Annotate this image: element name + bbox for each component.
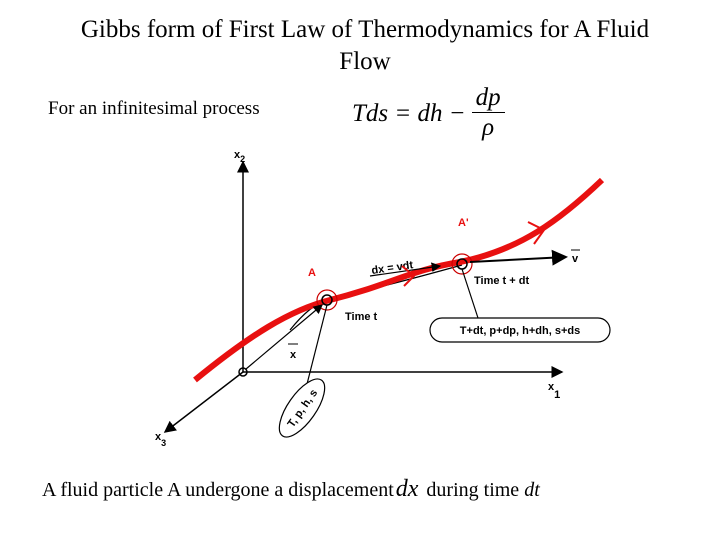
- displacement-label: dx = vdt: [371, 259, 414, 277]
- x3-axis: [163, 371, 244, 433]
- particle-t-dt: [451, 253, 473, 275]
- velocity-arrow: [469, 249, 568, 266]
- leader: [461, 268, 479, 319]
- red-arrowhead: [401, 265, 416, 287]
- equation-lhs: Tds = dh −: [352, 99, 466, 127]
- axis-label: x2: [234, 149, 245, 164]
- time-t-dt: Time t + dt: [474, 275, 529, 287]
- origin: [238, 367, 248, 377]
- fraction: dp ρ: [471, 84, 505, 143]
- displacement-arrow: [369, 262, 442, 277]
- time-t: Time t: [345, 311, 378, 323]
- state-box: [429, 317, 611, 343]
- slide-title: Gibbs form of First Law of Thermodynamic…: [80, 16, 650, 75]
- axis-label: x3: [155, 431, 166, 448]
- numerator: dp: [471, 84, 505, 113]
- state-t-dt: T+dt, p+dp, h+dh, s+ds: [460, 325, 580, 337]
- denominator: ρ: [482, 114, 495, 141]
- caption-suffix-italic: dt: [524, 479, 540, 501]
- particle-t: [316, 289, 338, 311]
- leader: [304, 304, 328, 393]
- red-curve: [193, 177, 605, 383]
- particle-label: A': [458, 217, 469, 229]
- state-oval: [278, 378, 326, 438]
- caption-text: A fluid particle A undergone a displacem…: [42, 479, 394, 501]
- position-vector: [245, 304, 323, 370]
- velocity-label: v: [572, 253, 579, 265]
- particle-label: A: [308, 267, 316, 279]
- caption: A fluid particle A undergone a displacem…: [42, 476, 540, 503]
- caption-suffix: during time: [426, 479, 525, 501]
- caption-symbol: dx: [395, 476, 419, 502]
- equation-intro: For an infinitesimal process: [48, 98, 260, 119]
- axis-label: x1: [548, 381, 560, 401]
- position-label: x: [290, 349, 297, 361]
- red-arrowhead: [527, 221, 546, 245]
- equation: Tds = dh − dp ρ: [352, 84, 505, 143]
